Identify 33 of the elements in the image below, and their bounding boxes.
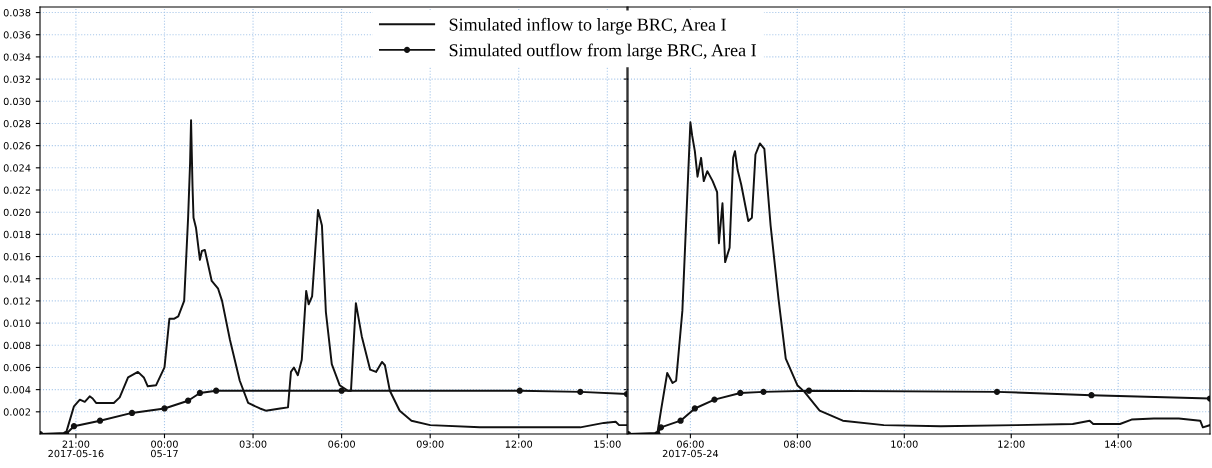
x-tick-label: 12:00 [505, 440, 533, 448]
y-tick-label: 0.006 [3, 363, 31, 372]
y-tick-label: 0.008 [3, 341, 31, 350]
y-tick-label: 0.010 [3, 319, 31, 327]
y-tick-label: 0.004 [3, 386, 31, 394]
x-tick-label: 09:00 [416, 440, 444, 448]
x-tick-label: 14:00 [1105, 440, 1132, 448]
y-tick-label: 0.028 [3, 119, 31, 128]
y-tick-label: 0.018 [3, 230, 31, 239]
y-tick-label: 0.026 [3, 142, 31, 150]
y-tick-label: 0.012 [3, 297, 30, 305]
y-tick-label: 0.014 [3, 275, 31, 283]
x-tick-label: 10:00 [891, 440, 918, 448]
y-tick-label: 0.024 [3, 164, 31, 172]
y-tick-label: 0.022 [3, 186, 30, 194]
x-tick-label: 15:00 [594, 440, 621, 448]
y-tick-label: 0.032 [3, 75, 30, 83]
x-tick-label: 12:00 [998, 440, 1025, 448]
legend-label: Simulated inflow to large BRC, Area I [449, 17, 726, 35]
x-tick-label: 06:00 2017-05-24 [662, 440, 719, 458]
y-tick-label: 0.030 [3, 97, 31, 106]
y-tick-label: 0.016 [3, 253, 31, 261]
legend-label: Simulated outflow from large BRC, Area I [449, 43, 757, 61]
y-tick-label: 0.038 [3, 9, 31, 17]
x-tick-label: 21:00 2017-05-16 [48, 440, 104, 458]
x-tick-label: 00:00 05-17 [151, 440, 178, 458]
x-tick-label: 03:00 [239, 440, 267, 448]
x-tick-label: 08:00 [783, 440, 811, 448]
y-tick-label: 0.034 [3, 53, 31, 61]
y-tick-label: 0.036 [3, 31, 31, 39]
y-tick-label: 0.020 [3, 208, 31, 217]
x-tick-label: 06:00 [328, 440, 355, 448]
y-tick-label: 0.002 [3, 408, 30, 416]
